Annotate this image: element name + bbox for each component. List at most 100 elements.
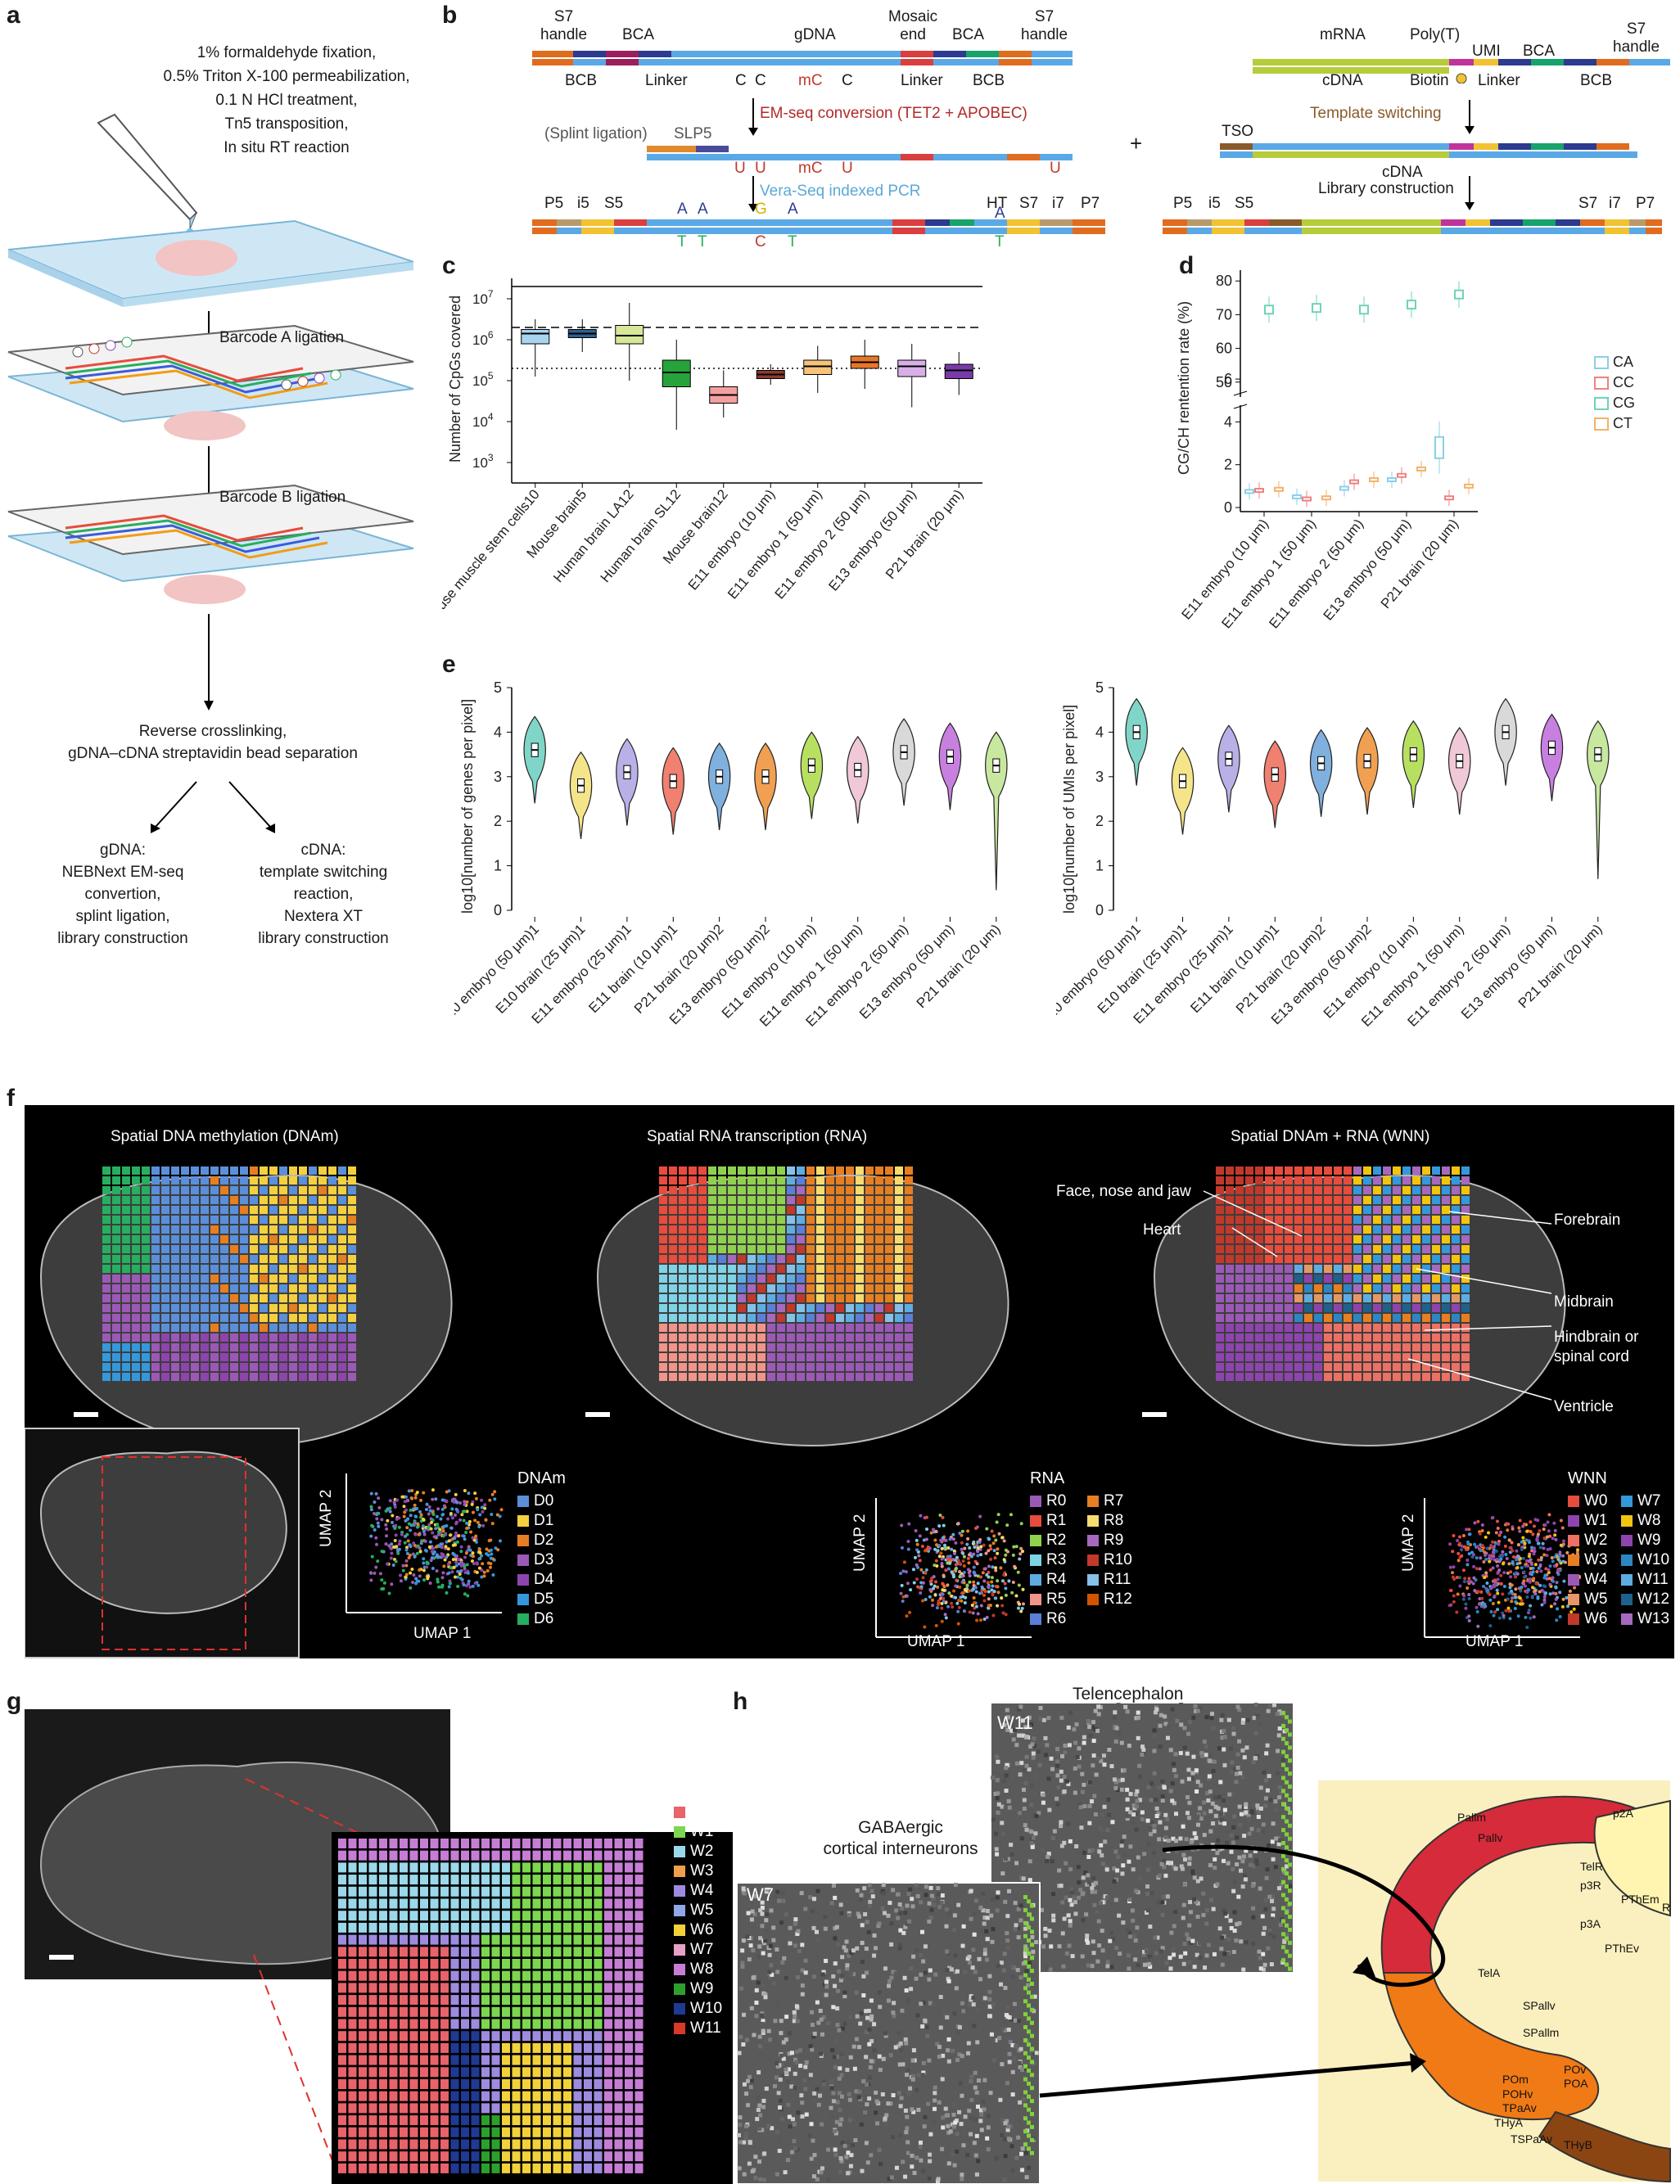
pixel — [895, 1324, 903, 1332]
pixel — [573, 1839, 582, 1848]
pixel — [1402, 1196, 1411, 1204]
pixel — [440, 2031, 449, 2042]
violin — [1309, 729, 1333, 817]
violin — [1540, 713, 1564, 801]
pixel — [461, 2091, 469, 2101]
pixel — [240, 1166, 248, 1175]
pixel — [1353, 1363, 1362, 1371]
umap-point — [1530, 1573, 1534, 1577]
umap-point — [1448, 1542, 1452, 1546]
umap-point — [1485, 1582, 1489, 1586]
pixel — [461, 1850, 469, 1861]
umap-point — [451, 1543, 455, 1547]
texture-dot — [1154, 1798, 1158, 1803]
pixel — [522, 2091, 531, 2101]
legend-label: W7 — [1637, 1492, 1661, 1509]
pixel — [132, 1363, 140, 1371]
umap-point — [1458, 1535, 1462, 1539]
pixel — [400, 2163, 408, 2173]
umap-point — [1473, 1542, 1477, 1546]
umap-point — [1523, 1541, 1527, 1545]
umap-point — [428, 1540, 432, 1544]
pixel — [171, 1373, 179, 1381]
pixel — [543, 2163, 551, 2173]
text-line: cDNA: — [300, 842, 346, 859]
umap-point — [1529, 1545, 1533, 1550]
texture-dot — [1188, 1910, 1193, 1915]
umap-point — [947, 1591, 951, 1595]
pixel — [747, 1166, 756, 1175]
pixel — [787, 1166, 795, 1175]
pixel — [1412, 1235, 1420, 1243]
pixel — [836, 1275, 844, 1283]
umap-point — [948, 1561, 952, 1565]
pixel — [328, 1255, 336, 1263]
umap2-label-wnn: UMAP 2 — [1400, 1514, 1417, 1572]
pixel — [1235, 1363, 1244, 1371]
texture-dot — [1261, 1931, 1266, 1936]
pixel — [210, 1363, 219, 1371]
pixel — [400, 1995, 408, 2006]
pixel — [865, 1265, 874, 1273]
a-base: A — [698, 201, 708, 218]
panel-g-spatial — [25, 1709, 733, 2184]
pixel — [368, 2006, 377, 2017]
violin — [523, 715, 546, 804]
pixel — [553, 1862, 562, 1873]
pixel — [594, 1898, 603, 1909]
umap-point — [451, 1558, 455, 1562]
pixel — [440, 1862, 449, 1873]
pixel — [210, 1333, 219, 1342]
pixel — [1255, 1294, 1263, 1302]
pixel — [718, 1206, 726, 1214]
umap-point — [499, 1508, 504, 1512]
pixel — [102, 1373, 111, 1381]
pixel — [1442, 1275, 1450, 1283]
umap-point — [1491, 1601, 1495, 1605]
pixel — [625, 1983, 633, 1993]
pixel — [1294, 1294, 1303, 1302]
pixel — [614, 1995, 623, 2006]
pixel — [240, 1304, 248, 1312]
pixel — [905, 1186, 913, 1194]
umap-point — [937, 1599, 941, 1603]
legend-item: R11 — [1087, 1570, 1145, 1590]
umap-point — [941, 1582, 945, 1586]
pixel — [1304, 1166, 1312, 1175]
umap-point — [1472, 1576, 1476, 1580]
texture-dot — [1237, 1708, 1242, 1712]
pixel — [1216, 1353, 1224, 1361]
pixel — [1422, 1235, 1430, 1243]
umap-point — [465, 1521, 469, 1525]
pixel — [210, 1304, 219, 1312]
umap-point — [1569, 1610, 1574, 1614]
texture-dot — [1165, 1735, 1170, 1740]
pixel — [806, 1196, 815, 1204]
pixel — [856, 1245, 864, 1253]
pixel — [826, 1333, 834, 1342]
pixel — [171, 1294, 179, 1302]
pixel — [659, 1176, 667, 1185]
umap-point — [1548, 1582, 1552, 1586]
umap-point — [449, 1512, 453, 1516]
umap-point — [449, 1566, 453, 1570]
pixel — [1226, 1304, 1234, 1312]
violin — [707, 742, 731, 831]
pixel — [797, 1304, 805, 1312]
umap-point — [475, 1570, 479, 1574]
pixel — [1265, 1353, 1273, 1361]
pixel — [1373, 1255, 1381, 1263]
umap-point — [460, 1513, 464, 1517]
pixel — [142, 1275, 150, 1283]
umap-point — [1488, 1559, 1492, 1564]
texture-dot — [1160, 1912, 1165, 1917]
pixel — [573, 2019, 582, 2029]
pixel — [1383, 1333, 1391, 1342]
texture-dot — [1263, 1906, 1268, 1911]
pixel — [132, 1343, 140, 1351]
umap-point — [436, 1530, 440, 1534]
pixel — [368, 1970, 377, 1981]
pixel — [669, 1275, 677, 1283]
umap-point — [456, 1558, 460, 1562]
umap-point — [1521, 1536, 1525, 1540]
